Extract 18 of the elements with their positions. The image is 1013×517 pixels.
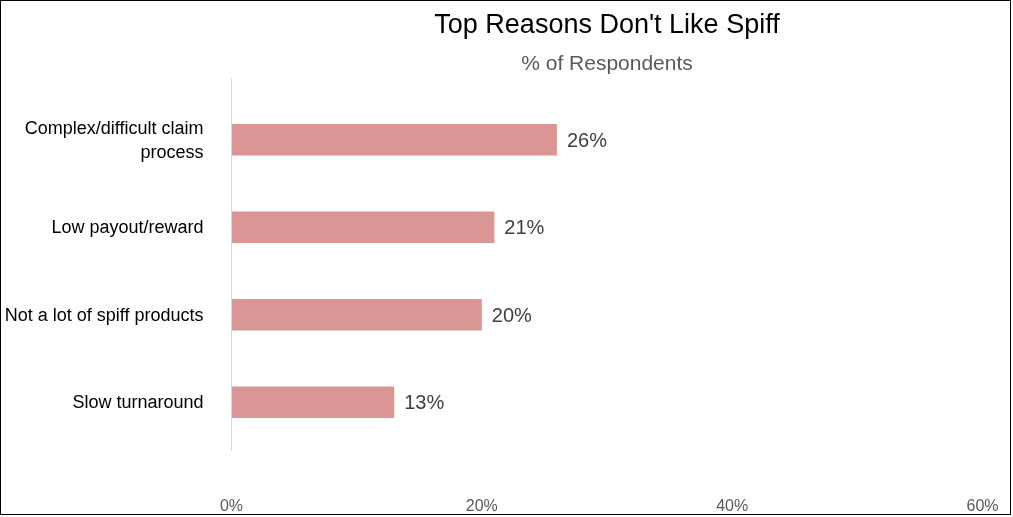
data-label: 20% [491,303,533,326]
data-label: 13% [404,391,445,414]
y-tick-label: Slow turnaround [72,392,204,413]
chart-subtitle: % of Respondents [521,50,693,74]
bar [231,386,395,419]
chart-title: Top Reasons Don't Like Spiff [434,8,781,39]
x-tick-label: 0% [219,496,244,514]
data-label: 26% [566,128,608,151]
y-tick-label: Low payout/reward [51,217,204,238]
bar [231,211,495,244]
bar [231,124,557,156]
x-tick-label: 60% [966,496,999,514]
bar [231,299,482,331]
x-tick-label: 20% [465,496,498,514]
data-label: 21% [504,216,545,239]
y-tick-label: Not a lot of spiff products [4,304,204,325]
y-tick-label: Complex/difficult claim process [24,117,204,162]
x-tick-label: 40% [716,496,749,514]
